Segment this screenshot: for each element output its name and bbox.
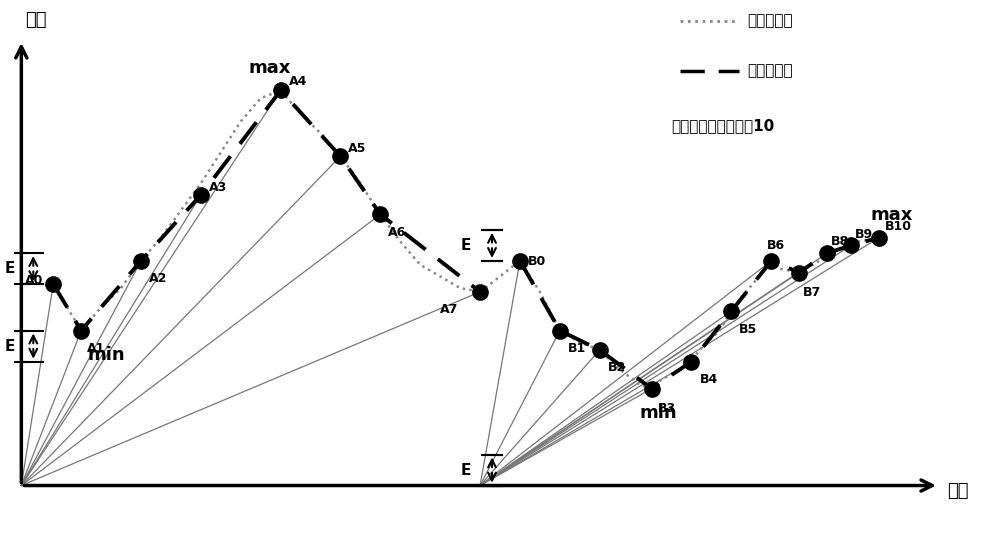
Text: B10: B10 bbox=[885, 220, 912, 233]
Text: B0: B0 bbox=[528, 255, 546, 268]
Text: B9: B9 bbox=[855, 228, 873, 241]
Text: A4: A4 bbox=[289, 75, 307, 88]
Text: 压缩后波形: 压缩后波形 bbox=[747, 64, 793, 78]
Text: E: E bbox=[461, 463, 471, 477]
Text: min: min bbox=[87, 346, 125, 364]
Text: min: min bbox=[640, 404, 677, 422]
Text: max: max bbox=[871, 206, 913, 224]
Text: A1: A1 bbox=[87, 342, 106, 355]
Text: 时间: 时间 bbox=[947, 482, 968, 500]
Text: A6: A6 bbox=[388, 226, 407, 239]
Text: 示例最大区间长度＝10: 示例最大区间长度＝10 bbox=[672, 118, 775, 133]
Text: E: E bbox=[4, 261, 15, 276]
Text: A5: A5 bbox=[348, 142, 367, 155]
Text: A7: A7 bbox=[440, 303, 459, 316]
Text: 数值: 数值 bbox=[25, 10, 47, 28]
Text: E: E bbox=[461, 238, 471, 253]
Text: B6: B6 bbox=[767, 239, 785, 252]
Text: B8: B8 bbox=[831, 235, 849, 249]
Text: A3: A3 bbox=[209, 181, 227, 194]
Text: 压缩前波形: 压缩前波形 bbox=[747, 13, 793, 28]
Text: A2: A2 bbox=[149, 272, 167, 285]
Text: B2: B2 bbox=[608, 361, 626, 374]
Text: B3: B3 bbox=[658, 402, 676, 415]
Text: max: max bbox=[249, 59, 291, 77]
Text: E: E bbox=[4, 338, 15, 354]
Text: B7: B7 bbox=[803, 286, 821, 299]
Text: A0: A0 bbox=[25, 274, 44, 287]
Text: B4: B4 bbox=[699, 373, 718, 386]
Text: B5: B5 bbox=[739, 323, 758, 336]
Text: B1: B1 bbox=[568, 342, 586, 355]
